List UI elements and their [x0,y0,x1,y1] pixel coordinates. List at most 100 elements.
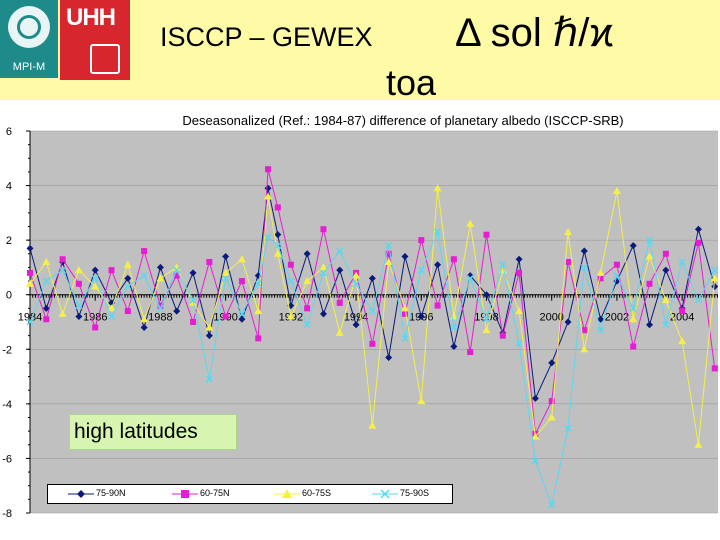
data-point-60-75s [466,219,475,227]
data-point-60-75s [237,255,246,263]
x-tick-label: 2000 [539,312,563,324]
y-tick-label: -4 [2,399,12,411]
data-point-60-75s [254,307,263,315]
data-point-60-75s [547,413,556,421]
data-point-60-75n [499,332,506,339]
data-point-60-75n [190,319,197,325]
annotation-box [69,414,237,450]
data-point-60-75n [711,365,718,372]
data-point-75-90s [189,296,197,304]
data-point-60-75n [369,340,376,347]
mpi-logo: MPI-M [0,0,58,78]
data-point-75-90n [434,261,442,269]
data-point-60-75n [27,269,33,276]
mpi-logo-label: MPI-M [12,61,46,73]
data-point-60-75s [221,268,230,276]
data-point-60-75n [222,313,229,320]
data-point-60-75s [74,266,83,274]
data-point-60-75s [273,249,282,257]
legend-label-75-90s: 75-90S [400,488,430,498]
data-point-75-90n [482,291,490,299]
data-point-75-90s [385,242,393,250]
data-point-60-75s [91,282,100,290]
data-point-60-75n [565,258,572,265]
data-point-60-75n [43,316,50,323]
data-point-60-75s [205,323,214,331]
data-point-60-75n [173,272,180,279]
data-point-60-75n [320,226,327,233]
data-point-60-75n [434,302,441,309]
data-point-75-90s [450,323,458,331]
annotation-text: high latitudes [74,420,198,443]
data-point-60-75s [368,421,377,429]
data-point-60-75n [483,231,490,238]
data-point-75-90n [597,315,605,323]
data-point-75-90s [434,228,442,236]
page-title: ISCCP – GEWEX [160,22,373,52]
data-point-60-75n [92,324,99,331]
x-tick-label: 1988 [148,312,172,324]
uhh-logo-label: UHH [66,4,116,31]
y-tick-label: -8 [2,508,12,520]
data-point-60-75s [482,326,491,334]
data-point-60-75n [141,248,148,255]
x-tick-label: 1984 [18,312,42,324]
data-point-60-75n [238,278,245,285]
data-point-60-75s [400,304,409,312]
data-point-75-90n [352,321,360,329]
data-point-60-75n [304,305,311,312]
data-point-75-90n [264,184,272,192]
data-point-75-90n [205,332,213,340]
data-point-60-75s [352,271,361,279]
data-point-75-90n [75,313,83,321]
data-point-60-75s [123,260,132,268]
data-point-75-90n [401,253,409,261]
x-tick-label: 1986 [83,312,107,324]
data-point-75-90s [140,272,148,280]
data-point-60-75n [206,258,213,265]
data-point-75-90s [662,321,670,329]
data-point-75-90s [274,242,282,250]
data-point-75-90s [254,280,262,288]
data-point-75-90n [417,313,425,321]
data-point-75-90n [222,253,230,261]
data-point-60-75s [335,328,344,336]
data-point-75-90n [26,244,34,252]
data-point-60-75s [42,257,51,265]
x-tick-label: 1994 [344,312,368,324]
data-point-75-90n [368,274,376,282]
data-point-75-90n [694,225,702,233]
data-point-75-90s [107,313,116,321]
legend-swatch-60-75s [274,489,300,498]
data-point-60-75s [612,187,621,195]
series-line-75-90n [29,188,716,401]
legend-swatch-75-90s [372,489,398,499]
data-point-75-90s [75,302,83,310]
data-point-75-90s [368,307,376,315]
data-point-75-90n [274,231,282,239]
data-point-60-75n [613,261,620,268]
data-point-75-90s [42,277,50,285]
data-point-60-75n [59,256,66,263]
data-point-75-90s [264,233,272,241]
data-point-75-90n [238,315,246,323]
data-point-60-75n [450,256,457,263]
data-point-75-90s [645,236,654,244]
data-point-75-90s [531,457,539,465]
data-point-75-90n [646,321,654,329]
data-point-60-75n [265,166,272,173]
data-point-75-90s [564,424,572,432]
data-point-75-90n [91,266,99,274]
data-point-75-90n [303,250,311,258]
data-point-75-90s [597,326,605,334]
data-point-75-90s [417,266,425,274]
data-point-75-90s [580,263,588,271]
data-point-60-75n [124,308,131,315]
data-point-75-90s [613,272,621,280]
data-point-60-75s [645,252,654,260]
data-point-75-90n [319,310,327,318]
data-point-75-90n [564,318,572,326]
data-point-60-75s [694,440,703,448]
globe-icon [8,6,50,48]
